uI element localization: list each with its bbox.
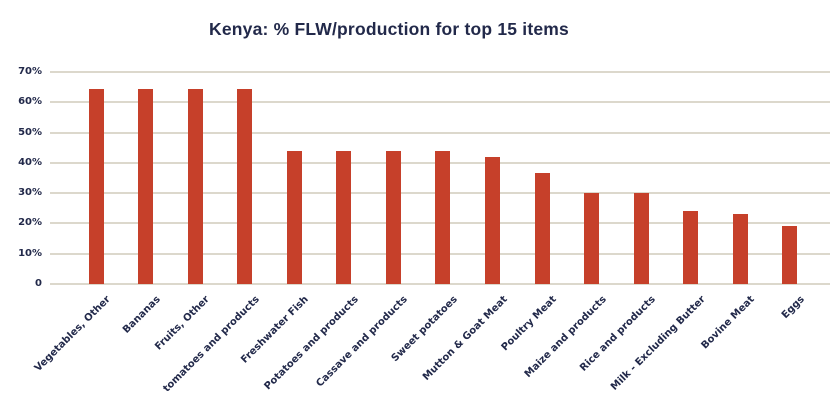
bar-sweet-potatoes — [435, 150, 451, 284]
bar-eggs — [782, 226, 798, 284]
x-axis-category-label: Potatoes and products — [262, 294, 361, 393]
bar-maize-and-products — [584, 193, 600, 284]
y-axis-tick-label: 30% — [18, 187, 42, 199]
bar-milk-excluding-butter — [683, 211, 699, 284]
y-axis-tick-label: 60% — [18, 96, 42, 108]
x-axis-category-label: Maize and products — [522, 294, 609, 381]
gridline-60 — [50, 101, 830, 104]
y-axis-tick-label: 70% — [18, 66, 42, 77]
x-axis-category-label: Eggs — [779, 294, 807, 321]
gridline-70 — [50, 71, 830, 73]
x-axis-category-label: Vegetables, Other — [32, 294, 113, 375]
x-axis-category-label: Bananas — [120, 294, 163, 336]
x-axis-category-label: Bovine Meat — [699, 294, 758, 352]
bar-poultry-meat — [534, 173, 550, 284]
x-axis-category-label: Cassave and products — [314, 294, 411, 390]
bar-fruits-other — [187, 88, 203, 284]
bar-potatoes-and-products — [336, 150, 352, 284]
bar-bananas — [138, 88, 154, 284]
y-axis-tick-label: 50% — [18, 126, 42, 138]
gridline-50 — [50, 131, 830, 134]
x-axis-category-label: Mutton & Goat Meat — [420, 294, 510, 383]
y-axis-tick-label: 40% — [18, 156, 42, 168]
bar-tomatoes-and-products — [237, 88, 253, 284]
y-axis-tick-label: 10% — [18, 247, 42, 259]
x-axis-category-label: Milk - Excluding Butter — [608, 294, 708, 393]
bar-bovine-meat — [732, 214, 748, 284]
x-axis-category-label: tomatoes and products — [161, 294, 262, 395]
bar-cassave-and-products — [385, 150, 401, 284]
bar-vegetables-other — [88, 88, 104, 284]
gridline-0 — [50, 283, 830, 285]
chart-title: Kenya: % FLW/production for top 15 items — [209, 19, 569, 39]
bar-freshwater-fish — [286, 150, 302, 284]
bar-rice-and-products — [633, 193, 649, 284]
bar-mutton-goat-meat — [485, 156, 501, 284]
y-axis-tick-label: 0 — [35, 278, 42, 289]
y-axis-tick-label: 20% — [18, 217, 42, 229]
